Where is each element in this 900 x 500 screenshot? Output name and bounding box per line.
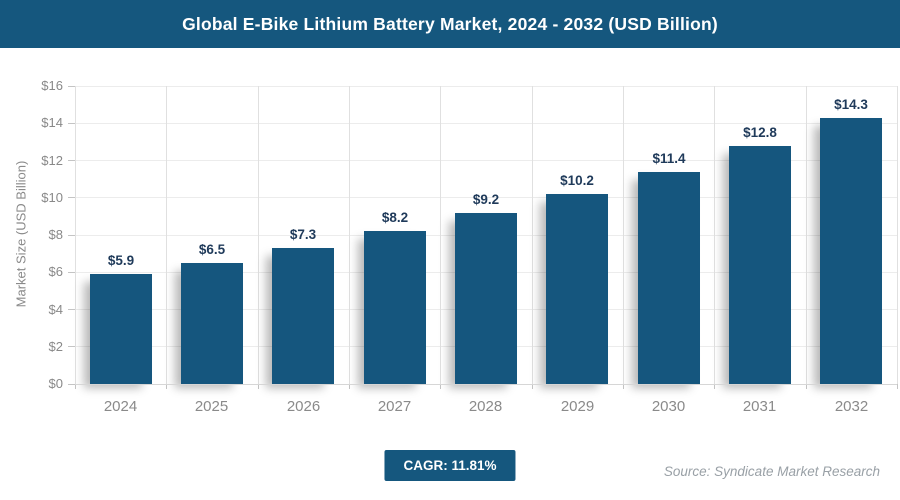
y-axis-tick	[68, 122, 75, 124]
y-axis-tick	[68, 160, 75, 161]
x-tick-label: 2032	[834, 398, 869, 415]
h-gridline	[75, 197, 897, 199]
v-gridline	[713, 86, 715, 384]
chart-title: Global E-Bike Lithium Battery Market, 20…	[182, 13, 718, 34]
x-axis-tick	[805, 384, 807, 389]
y-tick-label: $14	[41, 115, 63, 131]
x-tick-label: 2024	[103, 398, 138, 415]
x-axis-line	[75, 384, 897, 385]
bar	[546, 194, 608, 384]
v-gridline	[439, 86, 441, 384]
y-tick-label: $4	[48, 301, 63, 317]
y-axis-tick	[68, 309, 75, 310]
y-tick-label: $10	[41, 189, 63, 205]
v-gridline	[257, 86, 259, 384]
x-axis-tick	[257, 384, 259, 389]
v-gridline	[74, 86, 76, 384]
bar-value-label: $11.4	[652, 151, 686, 166]
x-axis-tick	[165, 384, 167, 389]
x-tick-label: 2030	[651, 398, 686, 415]
cagr-label: CAGR: 11.81%	[403, 458, 497, 473]
h-gridline	[75, 160, 897, 161]
y-tick-label: $12	[41, 152, 63, 168]
bar-value-label: $5.9	[107, 253, 135, 268]
x-axis-tick	[622, 384, 624, 389]
bar-value-label: $6.5	[198, 242, 226, 257]
bar-value-label: $10.2	[560, 173, 594, 188]
bar-value-label: $14.3	[834, 97, 868, 112]
x-tick-label: 2028	[468, 398, 503, 415]
bar	[455, 213, 517, 384]
plot-area: $0 $2 $4 $6 $8 $10 $12 $14 $16 $5.9 2024 $6.5 2025 $7…	[41, 79, 898, 415]
bar	[729, 146, 791, 384]
x-axis-tick	[74, 384, 76, 389]
v-gridline	[896, 86, 898, 384]
x-tick-label: 2026	[286, 398, 321, 415]
y-axis-tick	[68, 234, 75, 236]
y-tick-label: $2	[48, 338, 63, 354]
bar	[272, 248, 334, 384]
y-axis-tick	[68, 383, 75, 385]
bar	[90, 274, 152, 384]
x-axis-tick	[896, 384, 898, 389]
h-gridline	[75, 85, 897, 87]
y-tick-label: $16	[41, 78, 63, 93]
y-tick-label: $6	[48, 264, 63, 280]
bar-value-label: $7.3	[289, 227, 317, 242]
y-tick-label: $8	[48, 227, 63, 242]
v-gridline	[622, 86, 624, 384]
y-axis-tick	[68, 197, 75, 199]
x-tick-label: 2031	[742, 398, 777, 415]
y-axis-tick	[68, 271, 75, 273]
x-axis-tick	[531, 384, 533, 389]
v-gridline	[165, 86, 167, 384]
bar-value-label: $8.2	[381, 210, 409, 225]
bar	[364, 231, 426, 384]
y-axis-tick	[68, 85, 75, 87]
h-gridline	[75, 122, 897, 124]
y-axis-tick	[68, 346, 75, 348]
v-gridline	[348, 86, 350, 384]
y-tick-label: $0	[48, 376, 63, 391]
bar-value-label: $12.8	[743, 125, 777, 140]
header-bar: Global E-Bike Lithium Battery Market, 20…	[0, 0, 900, 48]
bar	[638, 172, 700, 384]
v-gridline	[531, 86, 533, 384]
bar	[181, 263, 243, 384]
bar	[820, 118, 882, 384]
cagr-badge: CAGR: 11.81%	[384, 450, 516, 481]
x-tick-label: 2029	[560, 398, 595, 415]
v-gridline	[805, 86, 807, 384]
x-axis-tick	[713, 384, 715, 389]
source-text: Source: Syndicate Market Research	[663, 464, 880, 479]
x-tick-label: 2027	[377, 398, 412, 415]
x-axis-tick	[439, 384, 441, 389]
x-tick-label: 2025	[194, 398, 229, 415]
bar-value-label: $9.2	[472, 192, 500, 207]
x-axis-tick	[348, 384, 350, 389]
